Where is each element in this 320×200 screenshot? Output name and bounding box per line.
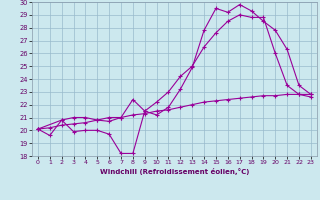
X-axis label: Windchill (Refroidissement éolien,°C): Windchill (Refroidissement éolien,°C) bbox=[100, 168, 249, 175]
